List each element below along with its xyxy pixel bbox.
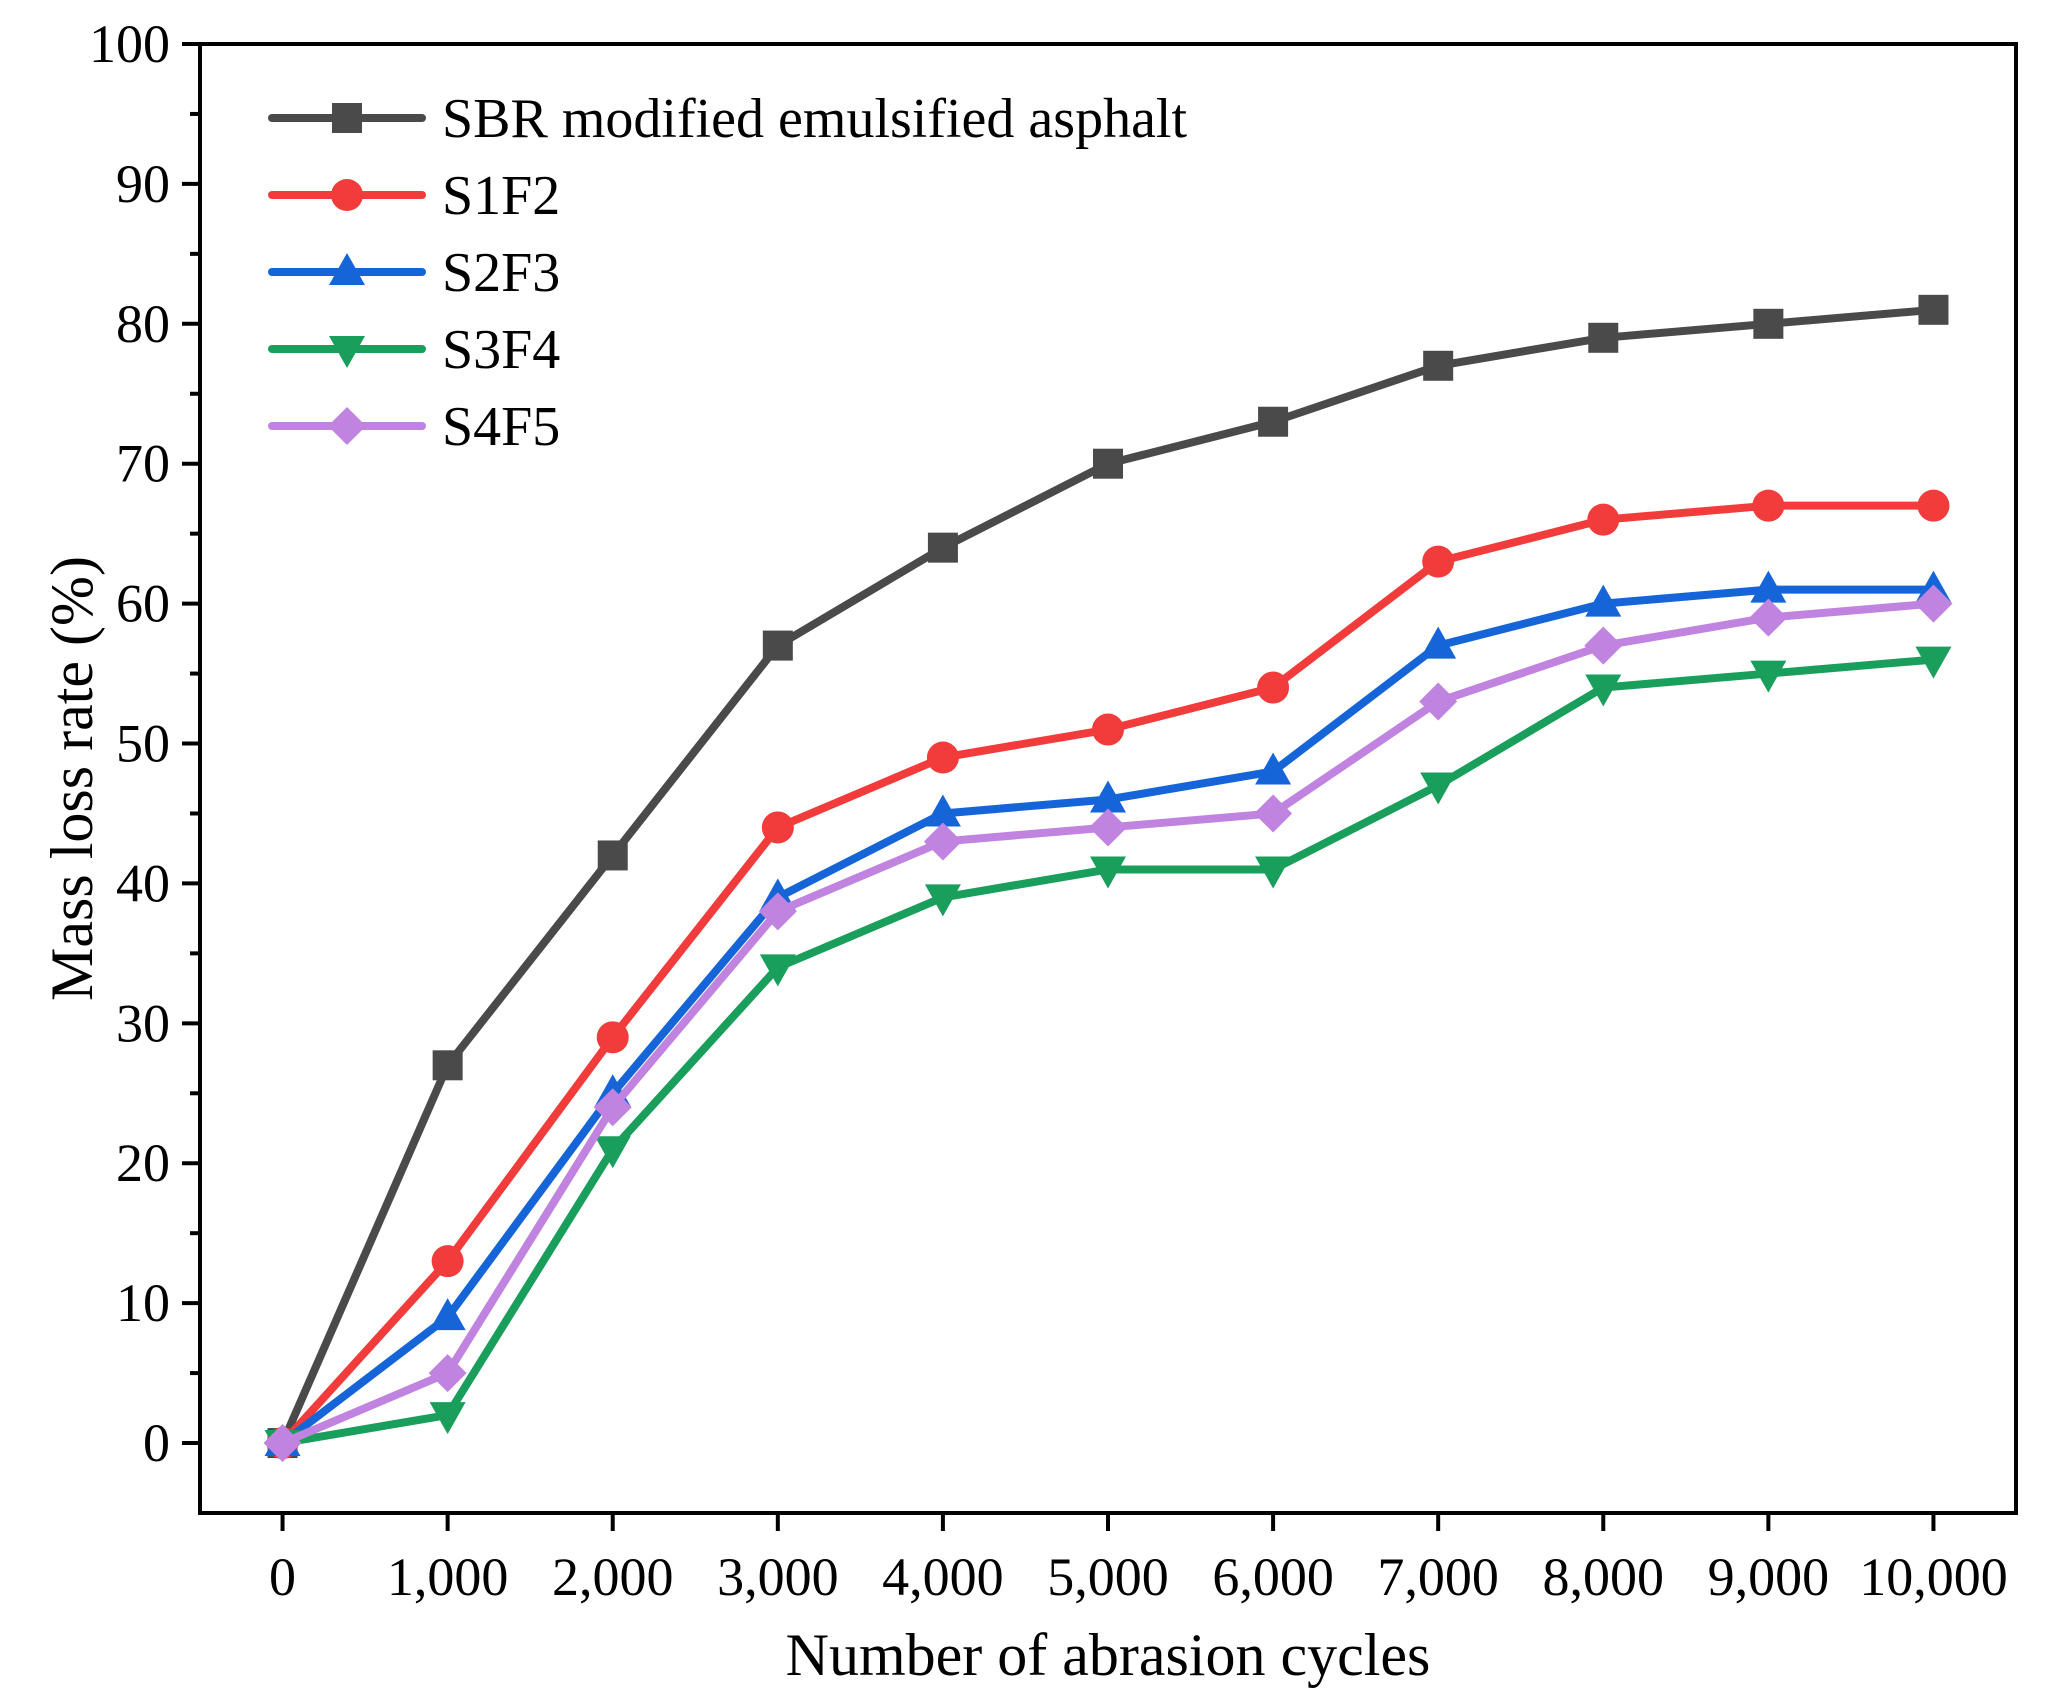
y-tick-label: 50 (116, 714, 170, 774)
legend-label: S1F2 (442, 165, 560, 227)
data-point (1750, 570, 1787, 603)
data-point (263, 1424, 302, 1463)
data-point (762, 630, 793, 661)
data-point (1749, 598, 1788, 637)
x-tick-label: 3,000 (717, 1547, 839, 1607)
data-point (1420, 772, 1457, 805)
data-point (1584, 626, 1623, 665)
series-3 (264, 570, 1952, 1457)
legend-label: S3F4 (442, 319, 560, 381)
x-tick-label: 10,000 (1859, 1547, 2008, 1607)
data-point (594, 1136, 631, 1169)
series-5 (263, 584, 1953, 1463)
data-point (1753, 308, 1784, 339)
data-point (593, 1088, 632, 1127)
legend-item: S2F3 (268, 242, 560, 304)
y-tick-label: 80 (116, 294, 170, 354)
series-line (278, 501, 1938, 1448)
data-point (1422, 545, 1455, 578)
y-tick-label: 30 (116, 993, 170, 1053)
data-point (1258, 406, 1289, 437)
data-point (1588, 322, 1619, 353)
x-tick-label: 6,000 (1212, 1547, 1334, 1607)
data-point (1585, 584, 1622, 617)
legend-item: SBR modified emulsified asphalt (268, 88, 1187, 150)
x-tick-label: 5,000 (1047, 1547, 1169, 1607)
y-tick-label: 40 (116, 853, 170, 913)
data-point (1423, 350, 1454, 381)
data-point (429, 1298, 466, 1331)
x-tick-label: 9,000 (1708, 1547, 1830, 1607)
data-point (432, 1050, 463, 1081)
series-4 (264, 646, 1952, 1463)
y-tick-label: 90 (116, 154, 170, 214)
legend-label: S4F5 (442, 396, 560, 458)
data-point (1750, 660, 1787, 693)
data-point (761, 811, 794, 844)
legend-marker (332, 103, 362, 133)
data-point (1917, 489, 1950, 522)
legend-marker (328, 407, 366, 445)
data-point (1420, 626, 1457, 659)
y-tick-label: 100 (89, 14, 170, 74)
x-tick-label: 4,000 (882, 1547, 1004, 1607)
data-point (1257, 671, 1290, 704)
data-point (1752, 489, 1785, 522)
series-1 (267, 294, 1949, 1459)
data-point (1093, 448, 1123, 479)
x-tick-label: 8,000 (1543, 1547, 1665, 1607)
legend-item: S4F5 (268, 396, 560, 458)
axis-layer: 0 10 20 30 40 50 60 70 80 90 100 0 1,000 2,000 3,000 4,… (89, 14, 2008, 1607)
data-point (431, 1245, 464, 1278)
data-point (927, 532, 958, 563)
data-point (759, 954, 796, 987)
data-point (1914, 584, 1953, 623)
legend-item: S3F4 (268, 319, 560, 381)
y-axis-title: Mass loss rate (%) (39, 556, 105, 1001)
y-tick-label: 70 (116, 434, 170, 494)
data-point (1255, 752, 1292, 785)
x-tick-label: 0 (269, 1547, 296, 1607)
data-point (429, 1402, 466, 1435)
x-tick-label: 1,000 (387, 1547, 509, 1607)
data-point (1587, 503, 1620, 536)
y-tick-label: 0 (143, 1413, 170, 1473)
data-point (923, 822, 962, 861)
data-point (596, 1021, 629, 1054)
data-point (758, 892, 797, 931)
data-point (1090, 856, 1126, 889)
data-point (1090, 780, 1126, 813)
y-tick-label: 60 (116, 574, 170, 634)
x-tick-label: 2,000 (552, 1547, 674, 1607)
data-point (1419, 682, 1458, 721)
series-2 (266, 489, 1950, 1460)
data-point (428, 1354, 467, 1393)
data-point (1255, 856, 1292, 889)
series-layer (263, 294, 1953, 1463)
data-point (924, 884, 961, 917)
data-point (1915, 646, 1952, 679)
data-point (1254, 794, 1293, 833)
legend-label: S2F3 (442, 242, 560, 304)
data-point (926, 741, 959, 774)
data-point (924, 794, 961, 827)
legend-marker (329, 253, 365, 285)
data-point (1089, 808, 1127, 847)
legend: SBR modified emulsified asphalt S1F2 S2F3 S… (268, 88, 1187, 458)
y-tick-label: 10 (116, 1273, 170, 1333)
x-axis-title: Number of abrasion cycles (786, 1622, 1431, 1688)
legend-marker (331, 179, 363, 211)
legend-marker (329, 336, 365, 368)
data-point (1585, 674, 1622, 707)
legend-label: SBR modified emulsified asphalt (442, 88, 1187, 150)
legend-item: S1F2 (268, 165, 560, 227)
series-line (278, 655, 1938, 1448)
data-point (597, 840, 628, 871)
x-tick-label: 7,000 (1377, 1547, 1499, 1607)
data-point (1918, 294, 1949, 325)
y-tick-label: 20 (116, 1133, 170, 1193)
data-point (1092, 713, 1124, 746)
